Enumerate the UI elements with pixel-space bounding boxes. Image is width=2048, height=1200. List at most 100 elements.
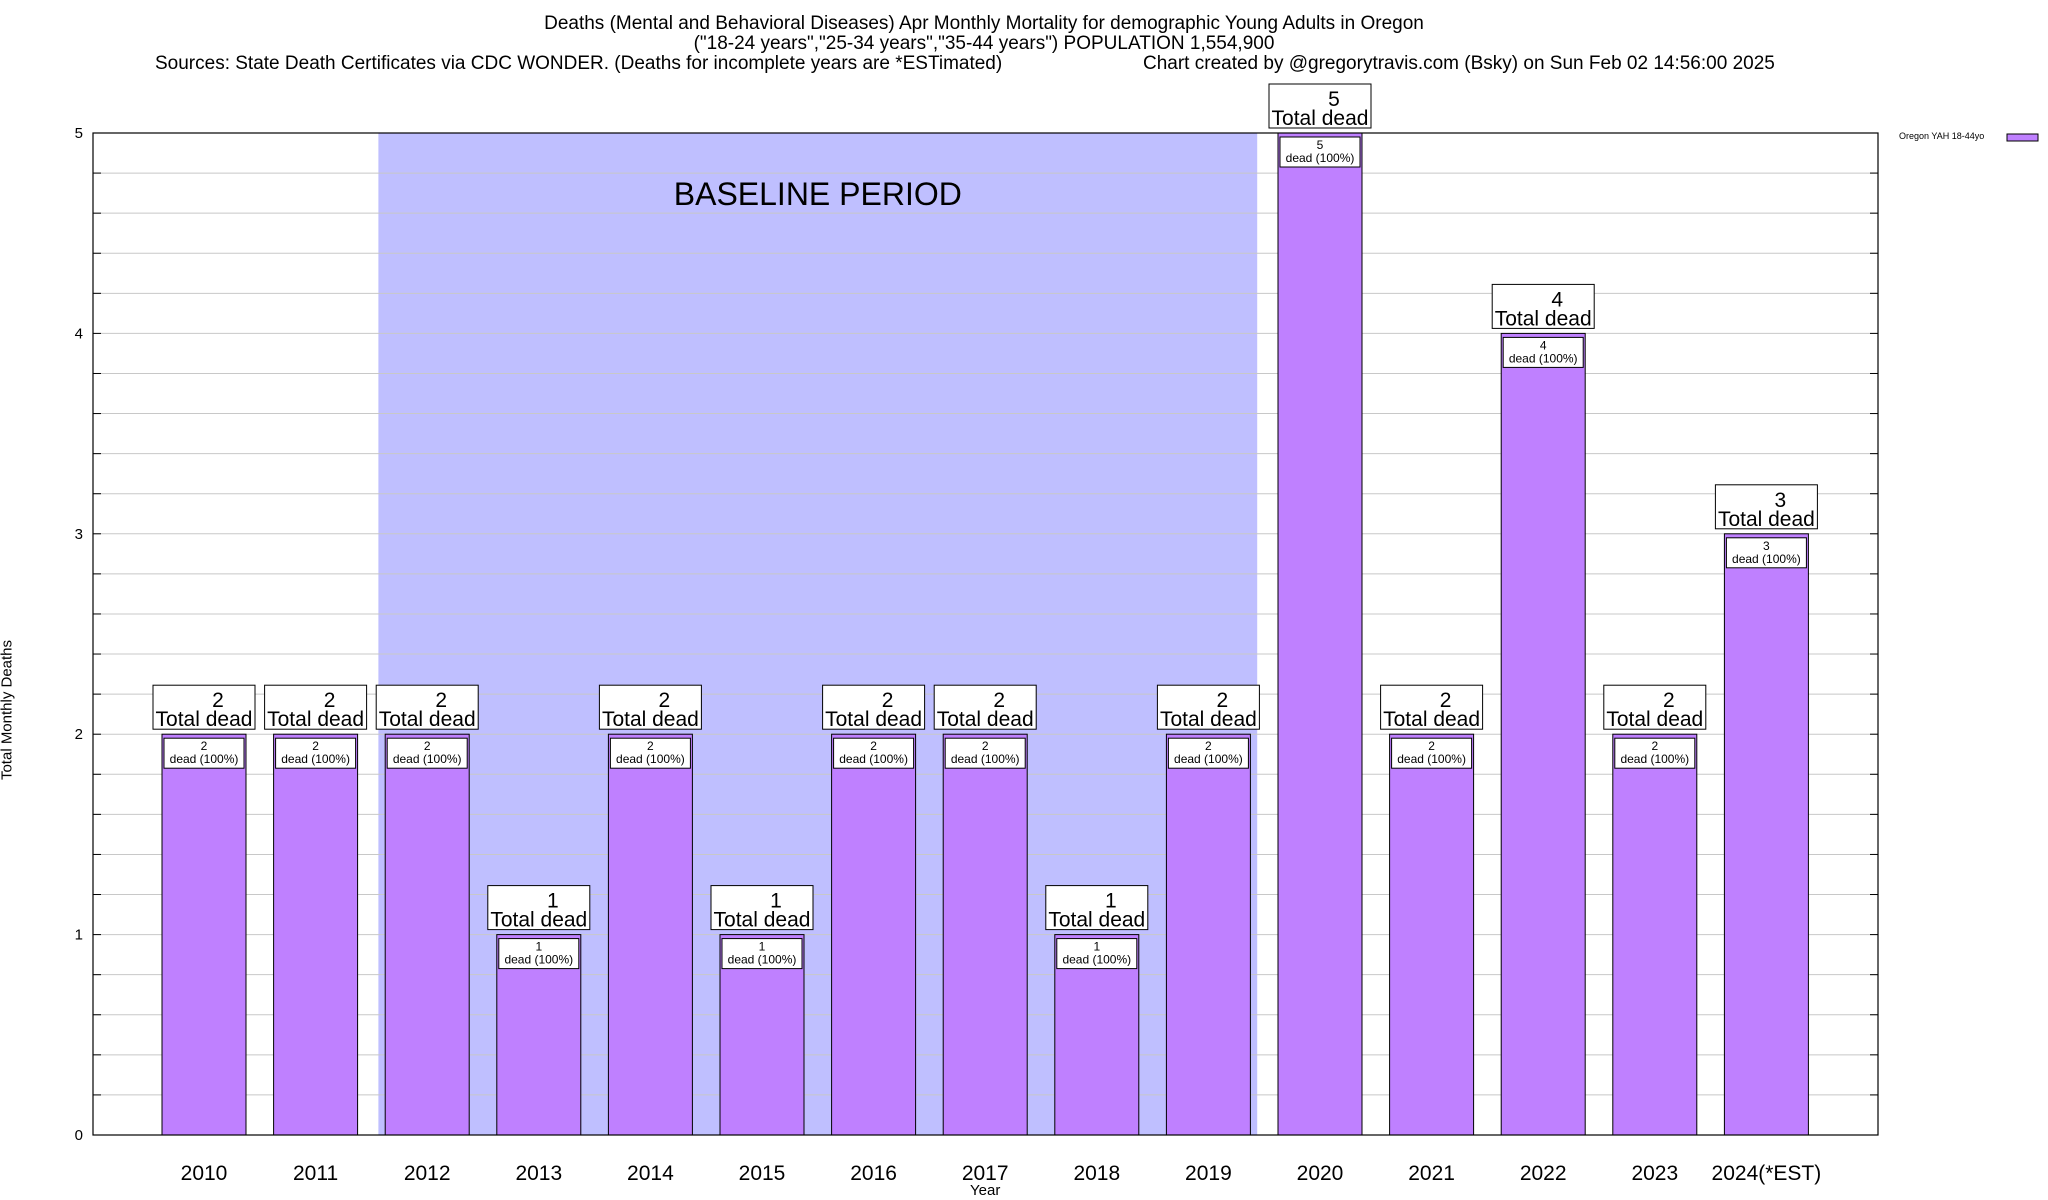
bar-total-caption: Total dead	[937, 708, 1034, 731]
chart-sources: Sources: State Death Certificates via CD…	[155, 53, 1003, 74]
bar-total-value: 2	[1440, 689, 1452, 712]
x-tick-label: 2024(*EST)	[1712, 1162, 1822, 1185]
bar-total-label-box	[1380, 684, 1484, 730]
bar-total-value: 2	[1217, 689, 1229, 712]
baseline-label: BASELINE PERIOD	[674, 176, 962, 212]
bar-total-label-box	[264, 684, 368, 730]
bar-inner-pct: dead (100%)	[1286, 151, 1355, 165]
bar-inner-label-box	[1167, 737, 1249, 769]
x-tick-label: 2018	[1073, 1162, 1120, 1185]
bar-total-label-box	[598, 684, 702, 730]
plot-border	[92, 132, 1879, 1136]
bar-total-label-box	[375, 684, 479, 730]
bar-inner-label-box	[833, 737, 915, 769]
bar-inner-pct: dead (100%)	[504, 953, 573, 967]
bar-total-value: 5	[1328, 88, 1340, 111]
bar-inner-value: 2	[312, 739, 319, 753]
x-tick-label: 2015	[739, 1162, 786, 1185]
bar	[831, 733, 917, 1136]
bar-total-label-box	[1714, 484, 1818, 530]
bar-inner-pct: dead (100%)	[951, 752, 1020, 766]
bar-inner-value: 2	[870, 739, 877, 753]
bar-total-label-box	[152, 684, 256, 730]
chart-subtitle: ("18-24 years","25-34 years","35-44 year…	[693, 33, 1275, 54]
bar-total-value: 2	[324, 689, 336, 712]
bar-inner-pct: dead (100%)	[1732, 552, 1801, 566]
bar-total-label-box	[1045, 885, 1149, 931]
bar-inner-value: 3	[1763, 539, 1770, 553]
bar-inner-label-box	[275, 737, 357, 769]
y-axis-label-text: Total Monthly Deaths	[0, 639, 16, 781]
x-tick-label: 2022	[1520, 1162, 1567, 1185]
bar-inner-pct: dead (100%)	[1062, 953, 1131, 967]
bar	[1277, 132, 1363, 1136]
bar-total-label-box	[822, 684, 926, 730]
bar-inner-label-box	[1502, 336, 1584, 368]
bar-inner-label-box	[1725, 537, 1807, 569]
bar-inner-pct: dead (100%)	[1174, 752, 1243, 766]
chart-title: Deaths (Mental and Behavioral Diseases) …	[544, 13, 1424, 34]
bar-inner-value: 1	[759, 940, 766, 954]
bar-total-caption: Total dead	[1718, 508, 1815, 531]
bar	[273, 733, 359, 1136]
bar-total-value: 2	[1663, 689, 1675, 712]
bar-inner-label-box	[609, 737, 691, 769]
x-tick-label: 2014	[627, 1162, 674, 1185]
legend-swatch	[2006, 133, 2039, 142]
x-tick-label: 2016	[850, 1162, 897, 1185]
bar-total-label-box	[933, 684, 1037, 730]
bar-inner-label-box	[498, 938, 580, 970]
bar	[607, 733, 693, 1136]
bar-total-caption: Total dead	[825, 708, 922, 731]
bar	[161, 733, 247, 1136]
x-tick-label: 2011	[293, 1162, 338, 1185]
bar-total-value: 2	[212, 689, 224, 712]
bar-total-caption: Total dead	[1606, 708, 1703, 731]
bar-inner-pct: dead (100%)	[839, 752, 908, 766]
bar-total-value: 2	[993, 689, 1005, 712]
bar-inner-label-box	[1391, 737, 1473, 769]
bar-total-value: 2	[659, 689, 671, 712]
bar-inner-value: 1	[535, 940, 542, 954]
bar-total-value: 2	[435, 689, 447, 712]
bar-inner-value: 2	[1428, 739, 1435, 753]
bar	[1500, 332, 1586, 1136]
bar	[942, 733, 1028, 1136]
bar-inner-value: 2	[647, 739, 654, 753]
y-tick-label: 3	[75, 526, 83, 543]
x-tick-label: 2010	[181, 1162, 228, 1185]
bar	[1165, 733, 1251, 1136]
x-tick-label: 2021	[1408, 1162, 1455, 1185]
bar-total-value: 1	[770, 890, 782, 913]
bar-total-value: 1	[1105, 890, 1117, 913]
bar-inner-label-box	[944, 737, 1026, 769]
bar-total-caption: Total dead	[156, 708, 253, 731]
bar-inner-pct: dead (100%)	[281, 752, 350, 766]
x-tick-label: 2023	[1631, 1162, 1678, 1185]
x-tick-label: 2013	[515, 1162, 562, 1185]
bar-inner-label-box	[1056, 938, 1138, 970]
bar-total-label-box	[1603, 684, 1707, 730]
bar-inner-value: 5	[1317, 138, 1324, 152]
y-tick-label: 0	[75, 1127, 83, 1144]
x-tick-label: 2019	[1185, 1162, 1232, 1185]
bar-total-caption: Total dead	[1048, 909, 1145, 932]
y-tick-label: 1	[75, 927, 83, 944]
bar-inner-pct: dead (100%)	[1620, 752, 1689, 766]
bar-inner-pct: dead (100%)	[728, 953, 797, 967]
bar-total-caption: Total dead	[1383, 708, 1480, 731]
bar-total-label-box	[710, 885, 814, 931]
bar-inner-pct: dead (100%)	[170, 752, 239, 766]
bar-inner-value: 1	[1093, 940, 1100, 954]
bar-inner-pct: dead (100%)	[616, 752, 685, 766]
bar-total-label-box	[487, 885, 591, 931]
bar-total-caption: Total dead	[490, 909, 587, 932]
bar-inner-pct: dead (100%)	[1509, 351, 1578, 365]
bar-inner-label-box	[1279, 136, 1361, 168]
bar-total-caption: Total dead	[379, 708, 476, 731]
bar-total-value: 4	[1551, 288, 1563, 311]
bar	[1389, 733, 1475, 1136]
bar-inner-pct: dead (100%)	[1397, 752, 1466, 766]
bar-inner-value: 2	[201, 739, 208, 753]
